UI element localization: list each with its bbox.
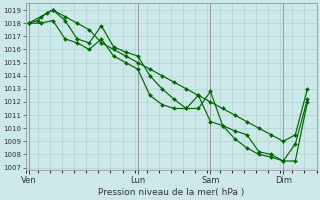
X-axis label: Pression niveau de la mer( hPa ): Pression niveau de la mer( hPa ): [98, 188, 244, 197]
